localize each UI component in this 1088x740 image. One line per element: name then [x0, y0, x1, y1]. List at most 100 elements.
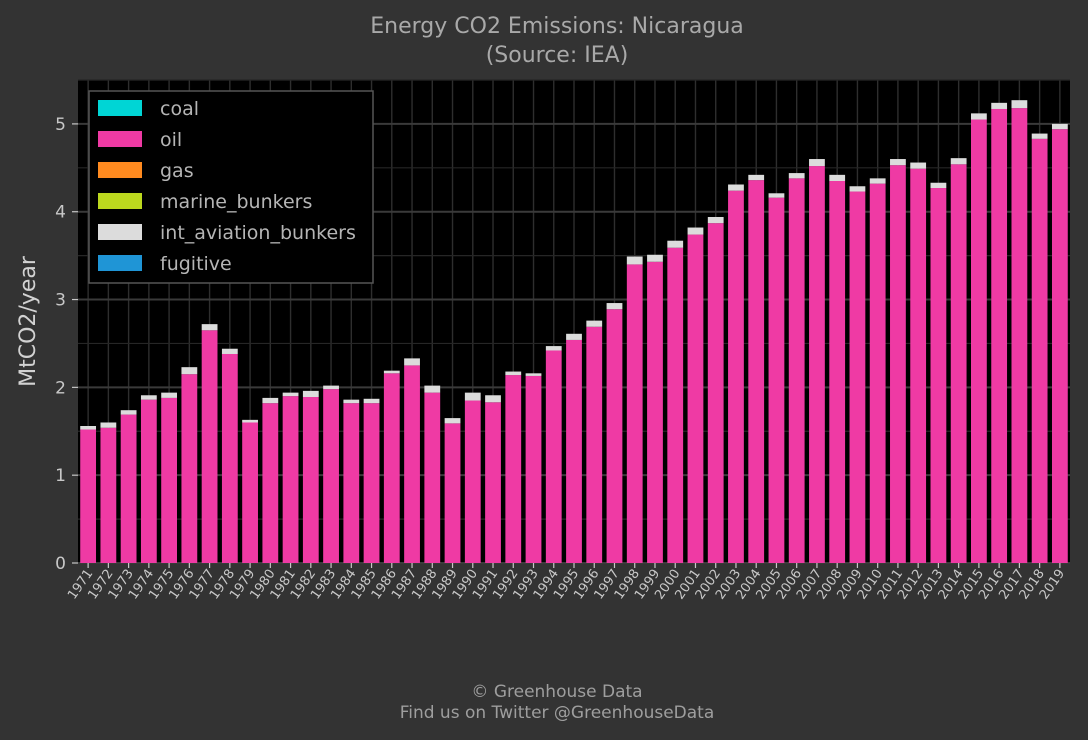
legend-swatch-gas	[98, 162, 142, 178]
legend-swatch-int_aviation_bunkers	[98, 224, 142, 240]
bar-oil-1975	[161, 397, 177, 563]
bar-oil-2019	[1051, 129, 1068, 564]
bar-int_aviation_bunkers-1976	[181, 367, 198, 375]
bar-int_aviation_bunkers-1993	[525, 373, 542, 376]
bar-oil-1989	[444, 423, 461, 563]
bar-int_aviation_bunkers-1985	[363, 398, 380, 404]
bar-int_aviation_bunkers-1984	[343, 399, 360, 404]
bar-int_aviation_bunkers-1974	[140, 395, 157, 400]
bar-int_aviation_bunkers-2002	[707, 216, 724, 224]
bar-int_aviation_bunkers-2007	[809, 159, 825, 167]
bar-int_aviation_bunkers-1992	[505, 371, 522, 376]
bar-int_aviation_bunkers-1995	[566, 333, 582, 340]
bar-int_aviation_bunkers-1971	[80, 426, 97, 430]
legend-label-gas: gas	[160, 160, 194, 182]
legend-swatch-marine_bunkers	[98, 193, 142, 209]
bar-oil-1984	[343, 403, 360, 563]
y-tick-label: 2	[55, 378, 66, 398]
bar-int_aviation_bunkers-1990	[464, 392, 481, 401]
bar-int_aviation_bunkers-1975	[161, 392, 177, 398]
bar-int_aviation_bunkers-1983	[323, 385, 339, 390]
legend-label-marine_bunkers: marine_bunkers	[160, 191, 312, 213]
bar-oil-2014	[950, 164, 967, 563]
bar-oil-2001	[687, 234, 704, 563]
bar-oil-1981	[282, 396, 299, 563]
bar-oil-2012	[910, 168, 927, 564]
bar-oil-1983	[323, 389, 339, 563]
legend-swatch-oil	[98, 131, 142, 147]
chart-title: Energy CO2 Emissions: Nicaragua (Source:…	[0, 12, 1088, 70]
bar-int_aviation_bunkers-1972	[100, 422, 117, 428]
bar-int_aviation_bunkers-2015	[971, 113, 987, 120]
bar-int_aviation_bunkers-2001	[687, 227, 704, 235]
bar-int_aviation_bunkers-1979	[242, 419, 258, 423]
bar-int_aviation_bunkers-1999	[647, 254, 663, 262]
x-axis: 1971197219731974197519761977197819791980…	[65, 563, 1068, 602]
bar-oil-1982	[302, 397, 319, 563]
bar-oil-2010	[869, 183, 886, 563]
bar-int_aviation_bunkers-2014	[950, 158, 967, 165]
y-tick-label: 5	[55, 115, 66, 135]
bar-int_aviation_bunkers-2010	[869, 178, 886, 184]
bar-int_aviation_bunkers-1994	[545, 346, 562, 351]
bar-oil-1980	[262, 403, 279, 563]
chart-title-line2: (Source: IEA)	[485, 43, 629, 68]
bar-int_aviation_bunkers-1997	[606, 303, 623, 310]
bar-int_aviation_bunkers-2008	[829, 174, 846, 181]
bar-oil-1979	[242, 422, 258, 563]
bar-oil-2013	[930, 188, 947, 563]
twitter-text: Find us on Twitter @GreenhouseData	[399, 703, 715, 723]
bar-int_aviation_bunkers-2017	[1011, 100, 1028, 109]
bar-int_aviation_bunkers-2003	[728, 184, 744, 191]
bar-oil-1986	[383, 373, 400, 563]
bar-oil-2018	[1031, 138, 1048, 563]
bar-oil-1971	[80, 429, 97, 563]
bar-oil-2011	[890, 165, 906, 563]
credits: © Greenhouse Data Find us on Twitter @Gr…	[0, 682, 1088, 724]
bar-oil-2016	[991, 108, 1008, 563]
bar-int_aviation_bunkers-1978	[221, 348, 238, 354]
bar-int_aviation_bunkers-2012	[910, 162, 927, 169]
bar-oil-2000	[667, 247, 684, 563]
bar-oil-1991	[485, 402, 501, 563]
bar-int_aviation_bunkers-2016	[991, 102, 1008, 109]
bar-oil-1995	[566, 339, 582, 563]
bar-oil-2009	[849, 191, 866, 563]
bar-int_aviation_bunkers-2011	[890, 159, 906, 166]
bar-int_aviation_bunkers-1996	[586, 320, 603, 327]
bar-oil-2003	[728, 190, 744, 563]
bar-int_aviation_bunkers-1988	[424, 385, 441, 393]
bar-int_aviation_bunkers-1991	[485, 395, 501, 403]
y-axis-label: MtCO2/year	[16, 255, 41, 387]
bar-int_aviation_bunkers-2013	[930, 182, 947, 189]
bar-int_aviation_bunkers-2009	[849, 186, 866, 192]
bar-oil-1973	[120, 414, 137, 563]
bar-oil-1990	[464, 400, 481, 563]
bar-int_aviation_bunkers-2005	[768, 193, 785, 198]
bar-int_aviation_bunkers-1986	[383, 370, 400, 374]
bar-oil-1999	[647, 261, 663, 563]
bar-oil-2008	[829, 180, 846, 563]
bar-int_aviation_bunkers-1989	[444, 418, 461, 424]
copyright-text: © Greenhouse Data	[471, 682, 643, 702]
legend-label-oil: oil	[160, 129, 182, 151]
bar-oil-1987	[404, 365, 420, 563]
legend-label-fugitive: fugitive	[160, 253, 232, 275]
y-tick-label: 1	[55, 466, 66, 486]
bar-oil-1978	[221, 353, 238, 563]
bar-oil-2017	[1011, 108, 1028, 564]
legend: coal oil gas marine_bunkers int_aviation_bun…	[88, 90, 374, 284]
bar-oil-2015	[971, 119, 987, 563]
y-tick-label: 0	[55, 554, 66, 574]
bar-oil-1974	[140, 399, 157, 563]
bar-oil-1976	[181, 374, 198, 563]
bar-oil-1992	[505, 375, 522, 563]
bar-oil-1972	[100, 427, 117, 563]
bar-oil-2007	[809, 166, 825, 563]
bar-oil-1985	[363, 403, 380, 563]
y-tick-label: 4	[55, 203, 66, 223]
legend-label-coal: coal	[160, 98, 199, 120]
bar-oil-1997	[606, 309, 623, 563]
bar-oil-2004	[748, 180, 765, 563]
